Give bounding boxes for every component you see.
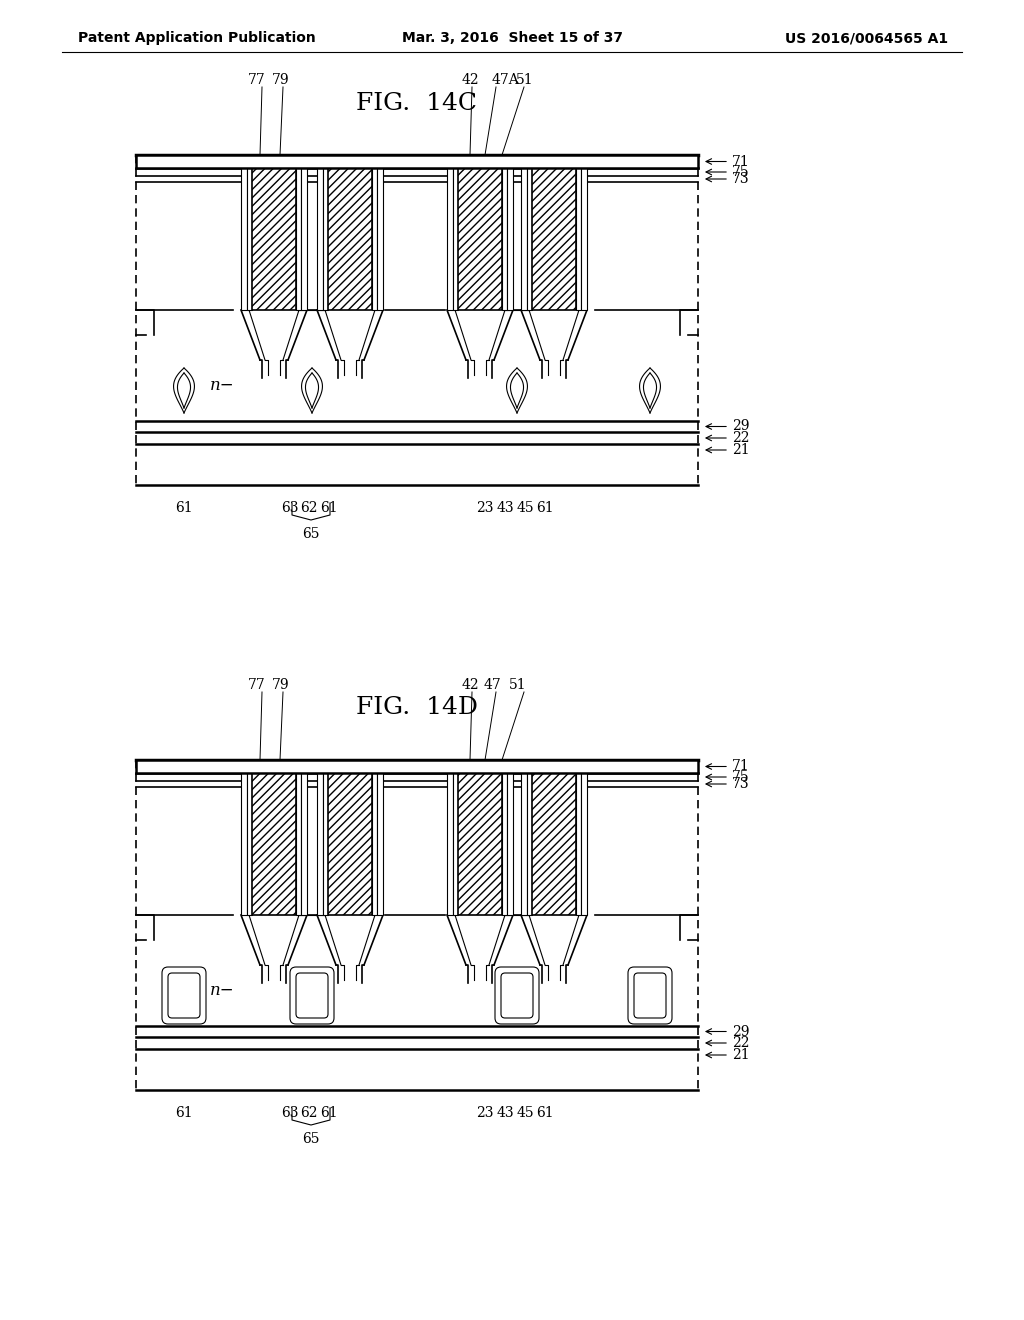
Text: 75: 75: [732, 770, 750, 784]
Text: 21: 21: [732, 444, 750, 457]
Text: 61: 61: [321, 1106, 338, 1119]
Text: 63: 63: [282, 502, 299, 515]
Text: 43: 43: [497, 1106, 514, 1119]
Text: FIG.  14C: FIG. 14C: [356, 91, 477, 115]
Bar: [328, 154, 372, 310]
Text: 61: 61: [175, 502, 193, 515]
Text: Patent Application Publication: Patent Application Publication: [78, 30, 315, 45]
Bar: [317, 760, 323, 915]
Bar: [317, 154, 323, 310]
Bar: [458, 760, 502, 915]
Text: 61: 61: [537, 1106, 554, 1119]
Text: 22: 22: [732, 1036, 750, 1049]
FancyBboxPatch shape: [296, 973, 328, 1018]
Bar: [136, 154, 698, 168]
Bar: [502, 154, 507, 310]
Bar: [527, 154, 532, 310]
Text: 23: 23: [476, 1106, 494, 1119]
Text: 75: 75: [732, 165, 750, 180]
Text: 61: 61: [537, 502, 554, 515]
Bar: [247, 760, 252, 915]
Bar: [521, 154, 527, 310]
Bar: [527, 760, 532, 915]
Text: 51: 51: [516, 73, 534, 87]
Bar: [296, 760, 301, 915]
Text: US 2016/0064565 A1: US 2016/0064565 A1: [784, 30, 948, 45]
Text: 51: 51: [509, 678, 526, 692]
Text: 43: 43: [497, 502, 514, 515]
Bar: [252, 154, 296, 310]
Bar: [247, 154, 252, 310]
Bar: [532, 760, 575, 915]
Text: FIG.  14D: FIG. 14D: [356, 697, 478, 719]
Text: 21: 21: [732, 1048, 750, 1063]
Bar: [453, 760, 458, 915]
Bar: [377, 760, 383, 915]
Bar: [377, 154, 383, 310]
Bar: [136, 760, 698, 774]
Text: 71: 71: [732, 759, 750, 774]
Text: 29: 29: [732, 1024, 750, 1039]
Text: 73: 73: [732, 777, 750, 791]
Bar: [252, 760, 296, 915]
Bar: [301, 154, 307, 310]
Bar: [532, 154, 575, 310]
Text: 45: 45: [516, 502, 534, 515]
Bar: [323, 760, 328, 915]
Bar: [575, 760, 581, 915]
Bar: [372, 154, 377, 310]
Bar: [458, 154, 502, 310]
Bar: [328, 760, 372, 915]
Bar: [581, 154, 587, 310]
Text: 62: 62: [300, 1106, 317, 1119]
Bar: [301, 760, 307, 915]
Bar: [372, 760, 377, 915]
FancyBboxPatch shape: [168, 973, 200, 1018]
Text: 23: 23: [476, 502, 494, 515]
Text: 61: 61: [321, 502, 338, 515]
FancyBboxPatch shape: [162, 968, 206, 1024]
Bar: [447, 760, 453, 915]
FancyBboxPatch shape: [634, 973, 666, 1018]
Bar: [581, 760, 587, 915]
Text: 73: 73: [732, 172, 750, 186]
Text: 63: 63: [282, 1106, 299, 1119]
Bar: [323, 154, 328, 310]
Bar: [507, 154, 513, 310]
Text: 42: 42: [461, 73, 479, 87]
Text: n−: n−: [210, 982, 234, 999]
Text: 79: 79: [272, 73, 290, 87]
Bar: [575, 154, 581, 310]
Text: 65: 65: [302, 1133, 319, 1146]
Bar: [447, 154, 453, 310]
Bar: [453, 154, 458, 310]
FancyBboxPatch shape: [628, 968, 672, 1024]
Text: 79: 79: [272, 678, 290, 692]
Bar: [507, 760, 513, 915]
FancyBboxPatch shape: [495, 968, 539, 1024]
FancyBboxPatch shape: [290, 968, 334, 1024]
Bar: [521, 760, 527, 915]
Text: 45: 45: [516, 1106, 534, 1119]
FancyBboxPatch shape: [501, 973, 534, 1018]
Text: 22: 22: [732, 432, 750, 445]
Text: 77: 77: [248, 678, 266, 692]
Text: 29: 29: [732, 420, 750, 433]
Bar: [241, 154, 247, 310]
Text: 47A: 47A: [492, 73, 520, 87]
Bar: [502, 760, 507, 915]
Text: 71: 71: [732, 154, 750, 169]
Text: 61: 61: [175, 1106, 193, 1119]
Text: 77: 77: [248, 73, 266, 87]
Text: 42: 42: [461, 678, 479, 692]
Bar: [241, 760, 247, 915]
Text: 65: 65: [302, 527, 319, 541]
Text: 47: 47: [483, 678, 501, 692]
Text: Mar. 3, 2016  Sheet 15 of 37: Mar. 3, 2016 Sheet 15 of 37: [401, 30, 623, 45]
Bar: [296, 154, 301, 310]
Text: n−: n−: [210, 378, 234, 393]
Text: 62: 62: [300, 502, 317, 515]
